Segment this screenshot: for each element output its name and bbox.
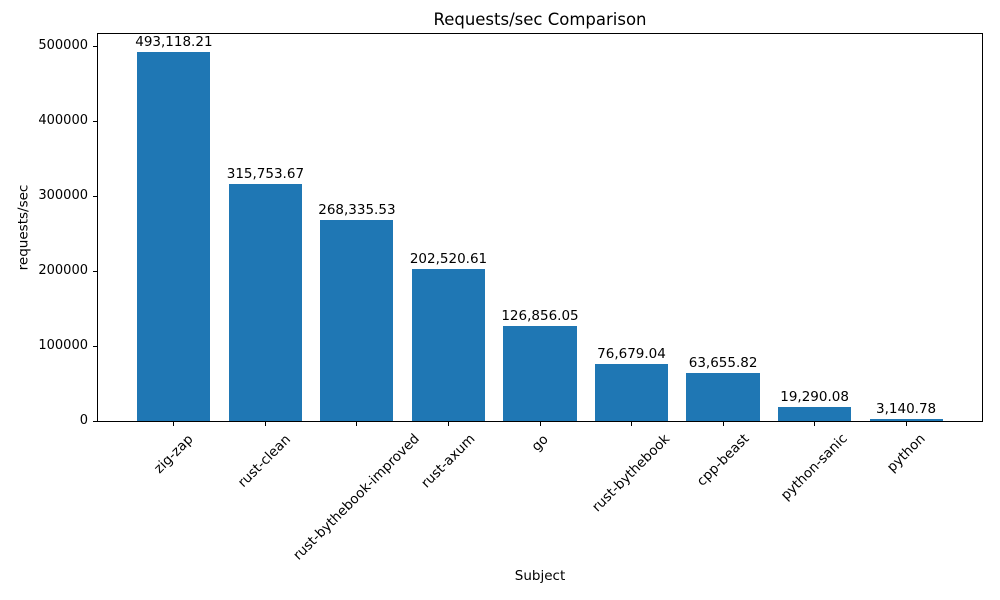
x-tick-mark [814,422,816,426]
bar-value-label: 63,655.82 [688,355,758,372]
x-tick-label: python-sanic [777,430,851,504]
x-tick-mark [722,422,724,426]
x-axis-line [97,421,983,422]
x-tick-label: rust-axum [418,430,479,492]
bar-value-label: 76,679.04 [597,345,666,362]
y-tick-mark [93,45,97,47]
plot-border-right [982,33,983,422]
x-tick-mark [448,422,449,426]
y-tick-mark [93,120,97,122]
x-tick-label: rust-clean [235,431,295,491]
y-tick-label: 300000 [38,188,88,204]
bar [228,184,302,421]
y-tick-mark [93,420,97,422]
y-tick-label: 0 [79,413,88,428]
x-tick-label: python [883,430,929,476]
bar-value-label: 19,290.08 [780,388,849,405]
y-axis-line [97,33,98,422]
bar-value-label: 126,856.05 [501,307,579,324]
plot-border-top [97,33,983,34]
x-tick-mark [173,422,175,426]
y-tick-label: 400000 [38,113,88,129]
x-tick-mark [905,422,907,426]
y-tick-mark [93,270,97,272]
bar [594,363,669,421]
y-tick-mark [93,195,97,197]
bar [686,373,760,421]
x-tick-label: rust-bythebook [589,430,674,516]
bar-value-label: 268,335.53 [318,201,396,218]
y-tick-label: 500000 [38,38,88,54]
x-tick-label: cpp-beast [693,431,753,490]
x-tick-mark [631,422,632,426]
bar [411,269,486,421]
bar [320,219,394,421]
bar-value-label: 202,520.61 [409,251,488,268]
bar-value-label: 3,140.78 [876,400,937,417]
x-tick-mark [356,422,358,426]
x-axis-title: Subject [514,568,566,584]
x-tick-mark [539,422,541,426]
x-tick-mark [264,422,266,426]
x-tick-label: rust-bythebook-improved [290,431,423,564]
bar-value-label: 315,753.67 [226,166,305,183]
y-tick-label: 100000 [38,338,88,354]
bar [869,418,943,421]
bar [503,325,577,421]
x-tick-label: zig-zap [150,430,197,477]
y-tick-mark [93,345,97,347]
bar [778,406,852,421]
bar-value-label: 493,118.21 [135,33,213,50]
bar [137,51,211,421]
y-tick-label: 200000 [38,263,88,279]
x-tick-label: go [527,431,552,455]
chart-title: Requests/sec Comparison [433,10,647,29]
